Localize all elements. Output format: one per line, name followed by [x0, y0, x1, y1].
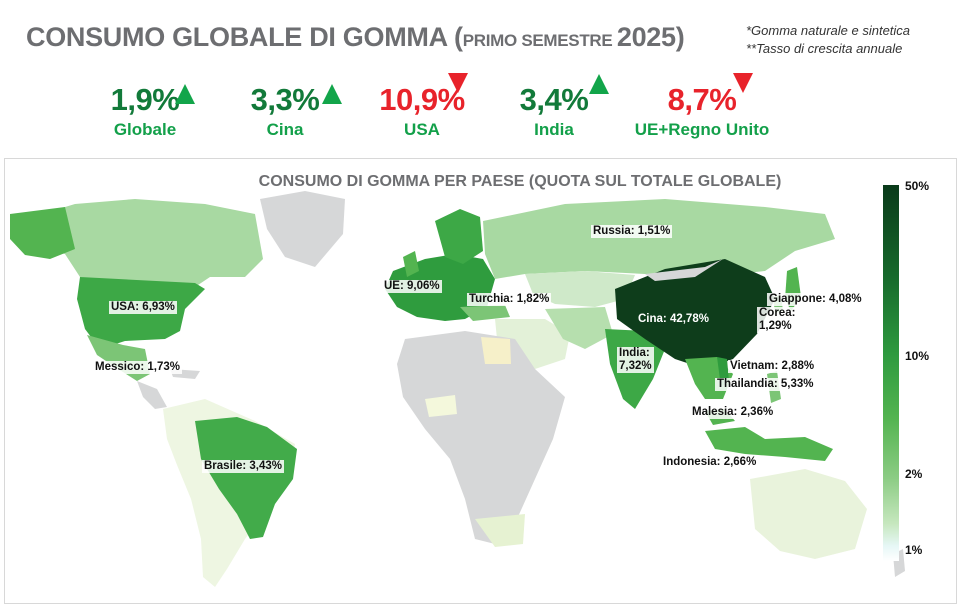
kpi-china: 3,3% Cina: [240, 82, 330, 140]
label-russia: Russia: 1,51%: [591, 225, 673, 238]
page-title: CONSUMO GLOBALE DI GOMMA (PRIMO SEMESTRE…: [26, 22, 685, 53]
label-vietnam: Vietnam: 2,88%: [728, 360, 817, 373]
label-usa: USA: 6,93%: [109, 301, 177, 314]
west-africa-shape: [425, 395, 457, 417]
title-small: PRIMO SEMESTRE: [462, 31, 617, 50]
trend-down-icon: [448, 73, 468, 93]
world-map: [10, 191, 905, 587]
indonesia-shape: [705, 427, 833, 461]
label-eu: UE: 9,06%: [382, 280, 442, 293]
legend-tick-1: 1%: [905, 543, 923, 557]
turkey-shape: [460, 305, 510, 321]
label-india: India: 7,32%: [617, 347, 654, 373]
trend-up-icon: [322, 84, 342, 104]
trend-up-icon: [175, 84, 195, 104]
china-shape: [615, 259, 775, 369]
kpi-china-value: 3,3%: [250, 82, 320, 117]
kpi-eu-uk: 8,7% UE+Regno Unito: [622, 82, 782, 140]
legend-tick-10: 10%: [905, 349, 930, 363]
kpi-global-label: Globale: [113, 120, 177, 139]
trend-down-icon: [733, 73, 753, 93]
map-title: CONSUMO DI GOMMA PER PAESE (QUOTA SUL TO…: [258, 173, 782, 190]
alaska-shape: [10, 207, 75, 259]
iran-pakistan-shape: [545, 307, 613, 349]
label-india-share: 7,32%: [619, 360, 652, 372]
canada-shape: [25, 199, 263, 287]
russia-shape: [483, 199, 835, 279]
label-korea-name: Corea:: [759, 307, 796, 319]
kpi-usa-label: USA: [404, 120, 440, 139]
legend-tick-50: 50%: [905, 179, 930, 193]
label-brazil: Brasile: 3,43%: [202, 460, 284, 473]
kpi-global: 1,9% Globale: [100, 82, 190, 140]
kpi-eu-uk-label: UE+Regno Unito: [634, 120, 770, 139]
legend-tick-2: 2%: [905, 467, 923, 481]
uk-shape: [403, 251, 419, 277]
world-map-panel: CONSUMO DI GOMMA PER PAESE (QUOTA SUL TO…: [4, 158, 957, 604]
kpi-china-label: Cina: [266, 120, 304, 139]
greenland-shape: [260, 191, 345, 267]
kpi-global-value: 1,9%: [110, 82, 180, 117]
south-africa-shape: [475, 514, 525, 547]
australia-shape: [750, 469, 867, 559]
egypt-shape: [481, 337, 511, 364]
label-china: Cina: 42,78%: [638, 313, 709, 325]
kpi-india: 3,4% India: [508, 82, 600, 140]
note-rubber-type: *Gomma naturale e sintetica: [746, 23, 911, 38]
trend-up-icon: [589, 74, 609, 94]
footnotes: *Gomma naturale e sintetica **Tasso di c…: [746, 22, 910, 58]
scandinavia-shape: [435, 209, 483, 264]
mongolia-shape: [645, 259, 723, 281]
africa-shape: [397, 331, 565, 544]
label-malaysia: Malesia: 2,36%: [690, 406, 776, 419]
label-turkey: Turchia: 1,82%: [467, 293, 552, 306]
title-year: 2025): [616, 22, 685, 52]
label-thailand: Thailandia: 5,33%: [715, 378, 816, 391]
label-korea-share: 1,29%: [759, 320, 792, 332]
label-india-name: India:: [619, 347, 650, 359]
kpi-india-value: 3,4%: [519, 82, 589, 117]
kpi-india-label: India: [534, 120, 574, 139]
label-mexico: Messico: 1,73%: [93, 361, 183, 374]
kpi-eu-uk-value: 8,7%: [667, 82, 737, 117]
color-scale-legend: [883, 185, 899, 561]
label-indonesia: Indonesia: 2,66%: [661, 456, 759, 469]
note-growth-rate: **Tasso di crescita annuale: [746, 41, 903, 56]
central-asia-shape: [525, 271, 635, 307]
title-main: CONSUMO GLOBALE DI GOMMA (: [26, 22, 463, 52]
label-japan: Giappone: 4,08%: [767, 293, 864, 306]
label-korea: Corea: 1,29%: [757, 307, 798, 333]
central-america-shape: [137, 381, 167, 409]
brazil-shape: [195, 417, 297, 539]
